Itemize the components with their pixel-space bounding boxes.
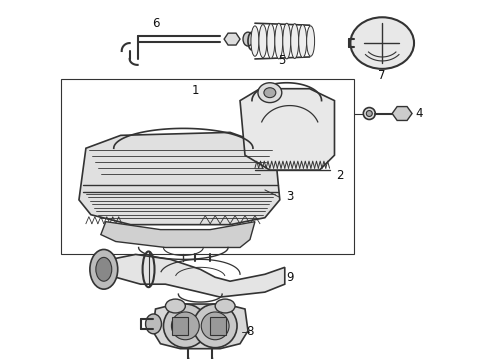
Ellipse shape [215,299,235,313]
Ellipse shape [264,88,276,98]
Ellipse shape [90,249,118,289]
Ellipse shape [146,314,162,334]
Ellipse shape [193,304,237,348]
Text: 5: 5 [278,54,286,67]
Ellipse shape [283,23,291,59]
Text: 9: 9 [286,271,294,284]
Ellipse shape [267,24,275,58]
Bar [210,317,226,335]
Ellipse shape [363,108,375,120]
Bar [172,317,188,335]
Ellipse shape [243,32,253,46]
Polygon shape [152,304,248,349]
Ellipse shape [307,26,315,56]
Ellipse shape [259,24,267,58]
Polygon shape [224,33,240,45]
Polygon shape [79,132,280,225]
Ellipse shape [166,299,185,313]
Ellipse shape [258,83,282,103]
Ellipse shape [275,23,283,59]
Text: 6: 6 [152,17,159,30]
Text: 2: 2 [336,168,343,181]
Ellipse shape [299,24,307,58]
Bar [61,79,354,255]
Ellipse shape [164,304,207,348]
Ellipse shape [367,111,372,117]
Polygon shape [96,255,285,297]
Text: 7: 7 [378,69,386,82]
Ellipse shape [291,24,299,58]
Ellipse shape [350,17,414,69]
Ellipse shape [201,312,229,340]
Polygon shape [240,89,335,170]
Polygon shape [392,107,412,121]
Text: 3: 3 [286,190,294,203]
Ellipse shape [172,312,199,340]
Text: 8: 8 [246,325,254,338]
Text: 4: 4 [415,107,423,120]
Ellipse shape [251,26,259,56]
Text: 1: 1 [192,84,199,97]
Polygon shape [101,222,255,247]
Ellipse shape [96,257,112,281]
